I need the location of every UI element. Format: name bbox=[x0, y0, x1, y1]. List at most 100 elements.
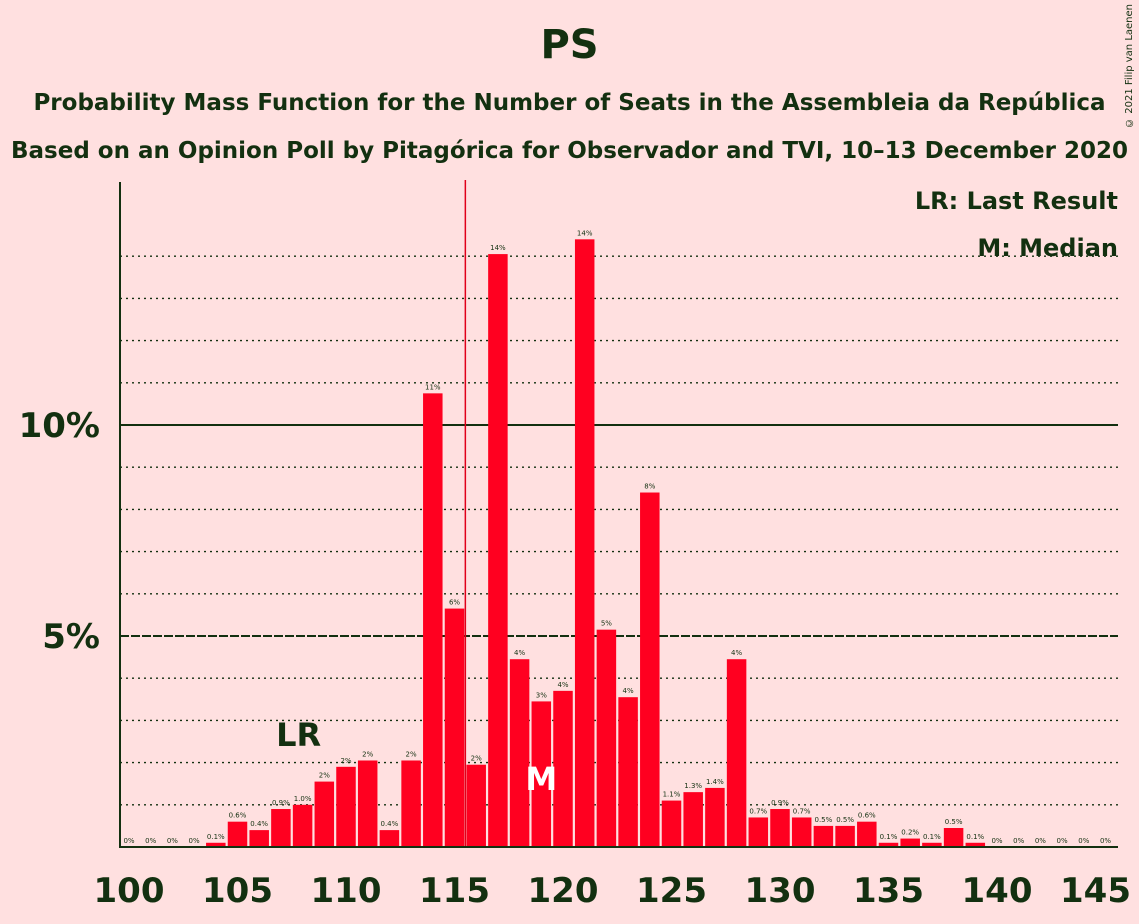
bar-seat-113 bbox=[401, 760, 421, 847]
x-tick-label: 130 bbox=[745, 871, 816, 911]
bar-value-label: 0% bbox=[991, 837, 1002, 845]
bar-value-label: 4% bbox=[514, 649, 525, 657]
bar-seat-133 bbox=[835, 825, 855, 847]
bar-seat-138 bbox=[943, 828, 964, 847]
bar-value-label: 1.0% bbox=[294, 795, 312, 803]
median-marker: M bbox=[525, 760, 557, 798]
bar-value-label: 0.4% bbox=[250, 820, 268, 828]
bar-value-label: 2% bbox=[340, 757, 351, 765]
y-tick-label: 5% bbox=[42, 617, 100, 657]
x-tick-label: 140 bbox=[962, 871, 1033, 911]
bar-seat-112 bbox=[379, 830, 400, 847]
bar-value-label: 4% bbox=[557, 681, 568, 689]
bar-value-label: 1.1% bbox=[663, 791, 681, 799]
bar-value-label: 11% bbox=[425, 383, 441, 391]
bar-seat-130 bbox=[770, 809, 790, 847]
bar-seat-134 bbox=[857, 821, 877, 847]
bar-seat-108 bbox=[292, 804, 313, 847]
bar-seat-135 bbox=[878, 842, 899, 847]
bar-seat-128 bbox=[726, 659, 747, 847]
bar-value-label: 8% bbox=[644, 483, 655, 491]
bar-seat-132 bbox=[813, 825, 834, 847]
bar-value-label: 5% bbox=[601, 620, 612, 628]
bar-value-label: 0.9% bbox=[771, 799, 789, 807]
bar-value-label: 0.6% bbox=[858, 812, 876, 820]
bar-value-label: 0.2% bbox=[901, 829, 919, 837]
bar-seat-105 bbox=[227, 821, 248, 847]
bar-value-label: 0.5% bbox=[815, 816, 833, 824]
bar-seat-109 bbox=[314, 781, 335, 847]
bar-seat-126 bbox=[683, 792, 703, 847]
bar-seat-120 bbox=[553, 690, 573, 847]
bar-seat-129 bbox=[748, 817, 769, 847]
x-tick-label: 120 bbox=[528, 871, 599, 911]
bar-value-label: 0.5% bbox=[945, 818, 963, 826]
bar-seat-114 bbox=[423, 393, 443, 847]
last-result-marker: LR bbox=[276, 716, 321, 754]
x-tick-label: 125 bbox=[636, 871, 707, 911]
bar-seat-118 bbox=[509, 659, 530, 847]
x-tick-label: 135 bbox=[853, 871, 924, 911]
bar-value-label: 2% bbox=[406, 750, 417, 758]
bar-seat-107 bbox=[271, 809, 291, 847]
bar-value-label: 4% bbox=[731, 649, 742, 657]
bar-seat-125 bbox=[661, 800, 682, 847]
bar-seat-104 bbox=[206, 842, 226, 847]
bar-value-label: 3% bbox=[536, 691, 547, 699]
x-tick-label: 145 bbox=[1060, 871, 1131, 911]
bar-value-label: 0.7% bbox=[793, 807, 811, 815]
bar-seat-139 bbox=[965, 842, 986, 847]
bar-value-label: 1.3% bbox=[684, 782, 702, 790]
bar-value-label: 14% bbox=[577, 229, 593, 237]
bar-value-label: 0% bbox=[1013, 837, 1024, 845]
bar-seat-131 bbox=[791, 817, 812, 847]
bar-value-label: 0% bbox=[189, 837, 200, 845]
bar-seat-106 bbox=[249, 830, 269, 847]
bar-value-label: 1.4% bbox=[706, 778, 724, 786]
x-tick-label: 100 bbox=[94, 871, 165, 911]
bar-value-label: 0.5% bbox=[836, 816, 854, 824]
bar-value-label: 0% bbox=[167, 837, 178, 845]
bar-value-label: 0.9% bbox=[272, 799, 290, 807]
bar-seat-123 bbox=[618, 697, 638, 847]
bar-value-label: 0% bbox=[145, 837, 156, 845]
bar-seat-137 bbox=[922, 842, 942, 847]
bar-value-label: 6% bbox=[449, 599, 460, 607]
bar-value-label: 0.4% bbox=[381, 820, 399, 828]
bar-value-label: 0% bbox=[1035, 837, 1046, 845]
bar-value-label: 2% bbox=[471, 755, 482, 763]
bar-value-label: 0.1% bbox=[207, 833, 225, 841]
bar-seat-127 bbox=[705, 787, 725, 847]
bar-value-label: 0.7% bbox=[749, 807, 767, 815]
bar-value-label: 0.1% bbox=[966, 833, 984, 841]
legend-last-result: LR: Last Result bbox=[915, 187, 1118, 215]
bar-value-label: 14% bbox=[490, 244, 506, 252]
chart-subtitle: Probability Mass Function for the Number… bbox=[33, 90, 1106, 116]
bar-value-label: 2% bbox=[319, 772, 330, 780]
bar-seat-111 bbox=[357, 760, 378, 847]
bar-value-label: 0% bbox=[123, 837, 134, 845]
bar-seat-110 bbox=[336, 766, 356, 847]
bar-value-label: 4% bbox=[623, 687, 634, 695]
x-tick-label: 110 bbox=[311, 871, 382, 911]
x-tick-label: 105 bbox=[202, 871, 273, 911]
bar-seat-122 bbox=[596, 629, 617, 847]
x-tick-label: 115 bbox=[419, 871, 490, 911]
bar-seat-119 bbox=[531, 701, 552, 847]
bar-seat-115 bbox=[444, 608, 465, 847]
bar-value-label: 0% bbox=[1057, 837, 1068, 845]
bar-seat-116 bbox=[466, 764, 486, 847]
bar-value-label: 0.1% bbox=[880, 833, 898, 841]
chart-subtitle-source: Based on an Opinion Poll by Pitagórica f… bbox=[11, 138, 1128, 164]
bar-seat-121 bbox=[574, 239, 595, 847]
bar-value-label: 0.1% bbox=[923, 833, 941, 841]
bar-value-label: 0% bbox=[1100, 837, 1111, 845]
bar-seat-136 bbox=[900, 838, 920, 847]
bar-seat-124 bbox=[640, 492, 660, 847]
bar-value-label: 0% bbox=[1078, 837, 1089, 845]
bar-seat-117 bbox=[488, 254, 508, 848]
bar-value-label: 2% bbox=[362, 750, 373, 758]
y-tick-label: 10% bbox=[19, 406, 100, 446]
legend-median: M: Median bbox=[977, 234, 1118, 262]
